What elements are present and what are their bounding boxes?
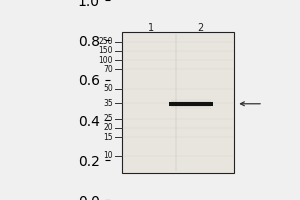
Text: 25: 25 [103, 114, 113, 123]
Text: 250: 250 [99, 37, 113, 46]
Text: 100: 100 [99, 56, 113, 65]
Text: 35: 35 [103, 99, 113, 108]
Bar [122, 32, 234, 173]
Bar [171, 99, 211, 109]
Text: 70: 70 [103, 65, 113, 74]
Text: 1: 1 [148, 23, 154, 33]
Text: 20: 20 [103, 123, 113, 132]
Text: 15: 15 [103, 133, 113, 142]
Text: 10: 10 [103, 151, 113, 160]
Text: 2: 2 [197, 23, 203, 33]
Bar [171, 101, 211, 107]
Bar [169, 102, 213, 106]
Text: 50: 50 [103, 84, 113, 93]
Text: 150: 150 [99, 46, 113, 55]
